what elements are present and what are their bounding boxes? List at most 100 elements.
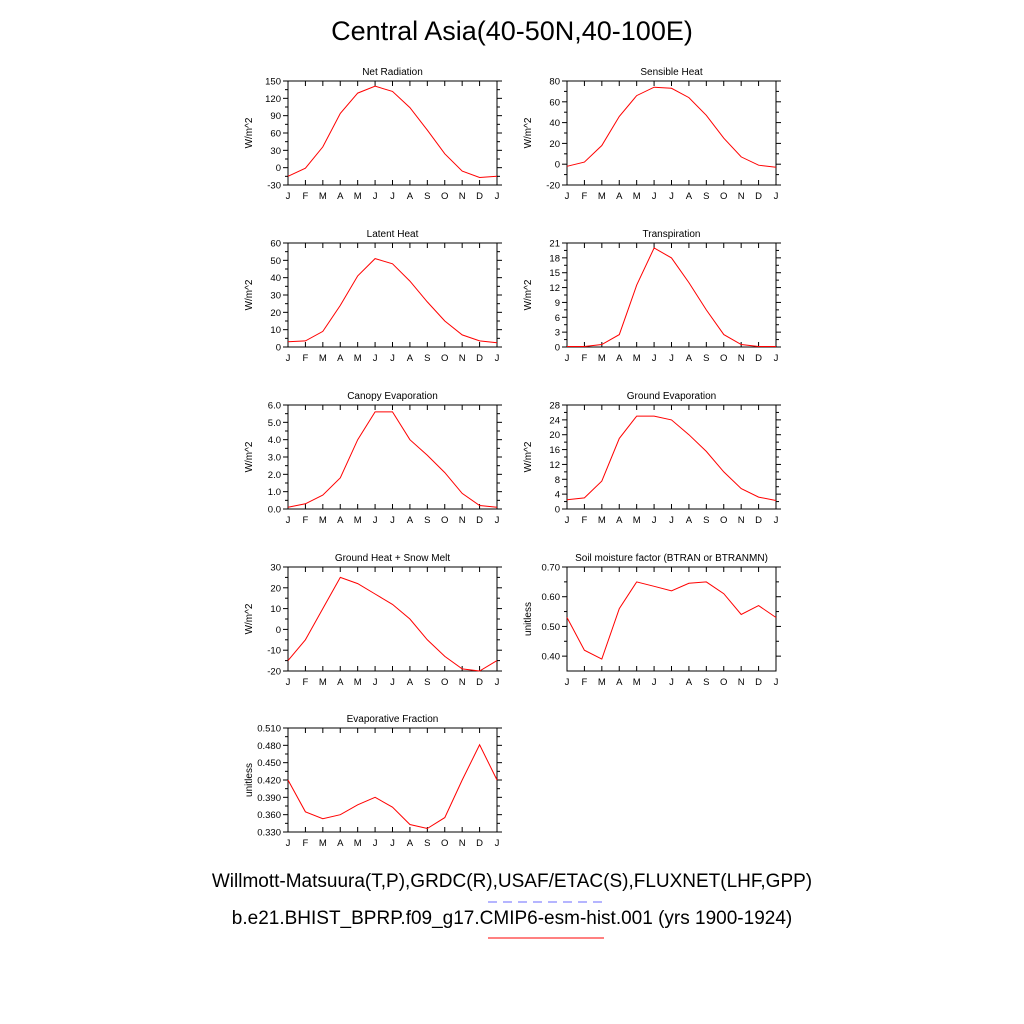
- panel-title: Net Radiation: [362, 67, 423, 78]
- x-tick-label: A: [407, 191, 414, 202]
- y-tick-label: 20: [549, 430, 560, 441]
- x-tick-label: A: [337, 677, 344, 688]
- x-tick-label: F: [582, 353, 588, 364]
- x-tick-label: A: [337, 515, 344, 526]
- x-tick-label: A: [616, 515, 623, 526]
- x-tick-label: N: [738, 353, 745, 364]
- x-tick-label: O: [720, 677, 727, 688]
- x-tick-label: M: [319, 191, 327, 202]
- x-tick-label: J: [669, 515, 674, 526]
- x-tick-label: D: [476, 191, 483, 202]
- y-tick-label: 50: [270, 256, 281, 267]
- x-tick-label: O: [720, 515, 727, 526]
- x-tick-label: A: [686, 515, 693, 526]
- x-tick-label: J: [495, 191, 500, 202]
- series-line: [566, 581, 777, 660]
- x-tick-label: J: [390, 353, 395, 364]
- y-tick-label: 40: [549, 118, 560, 129]
- x-tick-label: M: [598, 191, 606, 202]
- x-tick-label: J: [390, 191, 395, 202]
- series-line: [287, 743, 498, 830]
- x-tick-label: J: [565, 191, 570, 202]
- x-tick-label: D: [755, 353, 762, 364]
- y-tick-label: 24: [549, 415, 560, 426]
- x-tick-label: S: [703, 677, 709, 688]
- x-tick-label: M: [633, 515, 641, 526]
- y-tick-label: 9: [555, 298, 560, 309]
- x-tick-label: J: [774, 677, 779, 688]
- x-tick-label: J: [774, 353, 779, 364]
- y-axis-label: W/m^2: [244, 279, 255, 310]
- x-tick-label: J: [565, 515, 570, 526]
- y-tick-label: 90: [270, 111, 281, 122]
- y-tick-label: 20: [270, 308, 281, 319]
- x-tick-label: J: [286, 677, 291, 688]
- y-tick-label: 0.0: [268, 505, 281, 516]
- x-tick-label: J: [652, 191, 657, 202]
- x-tick-label: M: [354, 353, 362, 364]
- x-tick-label: J: [373, 838, 378, 849]
- x-tick-label: J: [286, 838, 291, 849]
- x-tick-label: N: [459, 838, 466, 849]
- y-tick-label: 0: [276, 625, 281, 636]
- x-tick-label: A: [407, 677, 414, 688]
- x-tick-label: F: [303, 677, 309, 688]
- y-tick-label: 0.40: [542, 652, 561, 663]
- x-tick-label: J: [495, 353, 500, 364]
- x-tick-label: D: [755, 191, 762, 202]
- x-tick-label: N: [738, 191, 745, 202]
- y-tick-label: -30: [267, 181, 281, 192]
- x-tick-label: F: [303, 191, 309, 202]
- series-line: [287, 258, 498, 344]
- x-tick-label: M: [354, 838, 362, 849]
- series-line: [566, 86, 777, 168]
- x-tick-label: J: [495, 515, 500, 526]
- x-tick-label: N: [459, 191, 466, 202]
- x-tick-label: M: [354, 515, 362, 526]
- series-line: [567, 247, 776, 347]
- y-tick-label: 30: [270, 146, 281, 157]
- x-tick-label: D: [755, 677, 762, 688]
- y-tick-label: -20: [546, 181, 560, 192]
- x-tick-label: O: [441, 515, 448, 526]
- x-tick-label: D: [476, 838, 483, 849]
- y-tick-label: 0.510: [257, 724, 281, 735]
- figure-title: Central Asia(40-50N,40-100E): [331, 16, 693, 46]
- plot-frame: [287, 566, 498, 672]
- y-tick-label: 30: [270, 291, 281, 302]
- panel-title: Ground Evaporation: [627, 391, 717, 402]
- y-axis-label: W/m^2: [523, 441, 534, 472]
- y-tick-label: 3.0: [268, 453, 281, 464]
- y-tick-label: 0.50: [542, 622, 561, 633]
- x-tick-label: M: [633, 677, 641, 688]
- y-axis-label: W/m^2: [523, 279, 534, 310]
- x-tick-label: M: [354, 191, 362, 202]
- y-axis-label: unitless: [523, 602, 534, 636]
- x-tick-label: D: [476, 353, 483, 364]
- series-line: [287, 411, 498, 508]
- plot-frame: [287, 80, 498, 186]
- y-tick-label: 0: [555, 160, 560, 171]
- x-tick-label: J: [390, 838, 395, 849]
- y-tick-label: 20: [549, 139, 560, 150]
- x-tick-label: M: [598, 677, 606, 688]
- plot-frame: [566, 566, 777, 672]
- y-axis-label: unitless: [244, 763, 255, 797]
- y-tick-label: -20: [267, 667, 281, 678]
- x-tick-label: N: [459, 515, 466, 526]
- panel-title: Latent Heat: [367, 229, 419, 240]
- x-tick-label: J: [495, 838, 500, 849]
- x-tick-label: N: [459, 677, 466, 688]
- y-tick-label: 40: [270, 273, 281, 284]
- x-tick-label: J: [373, 515, 378, 526]
- chart-panel-9: J F M A M J J A S O N D J0.5100.4800.4500.4200.3900.…: [244, 714, 502, 849]
- panel-title: Transpiration: [643, 229, 701, 240]
- x-tick-label: M: [598, 353, 606, 364]
- y-tick-label: 12: [549, 283, 560, 294]
- x-tick-label: J: [390, 515, 395, 526]
- y-tick-label: 16: [549, 445, 560, 456]
